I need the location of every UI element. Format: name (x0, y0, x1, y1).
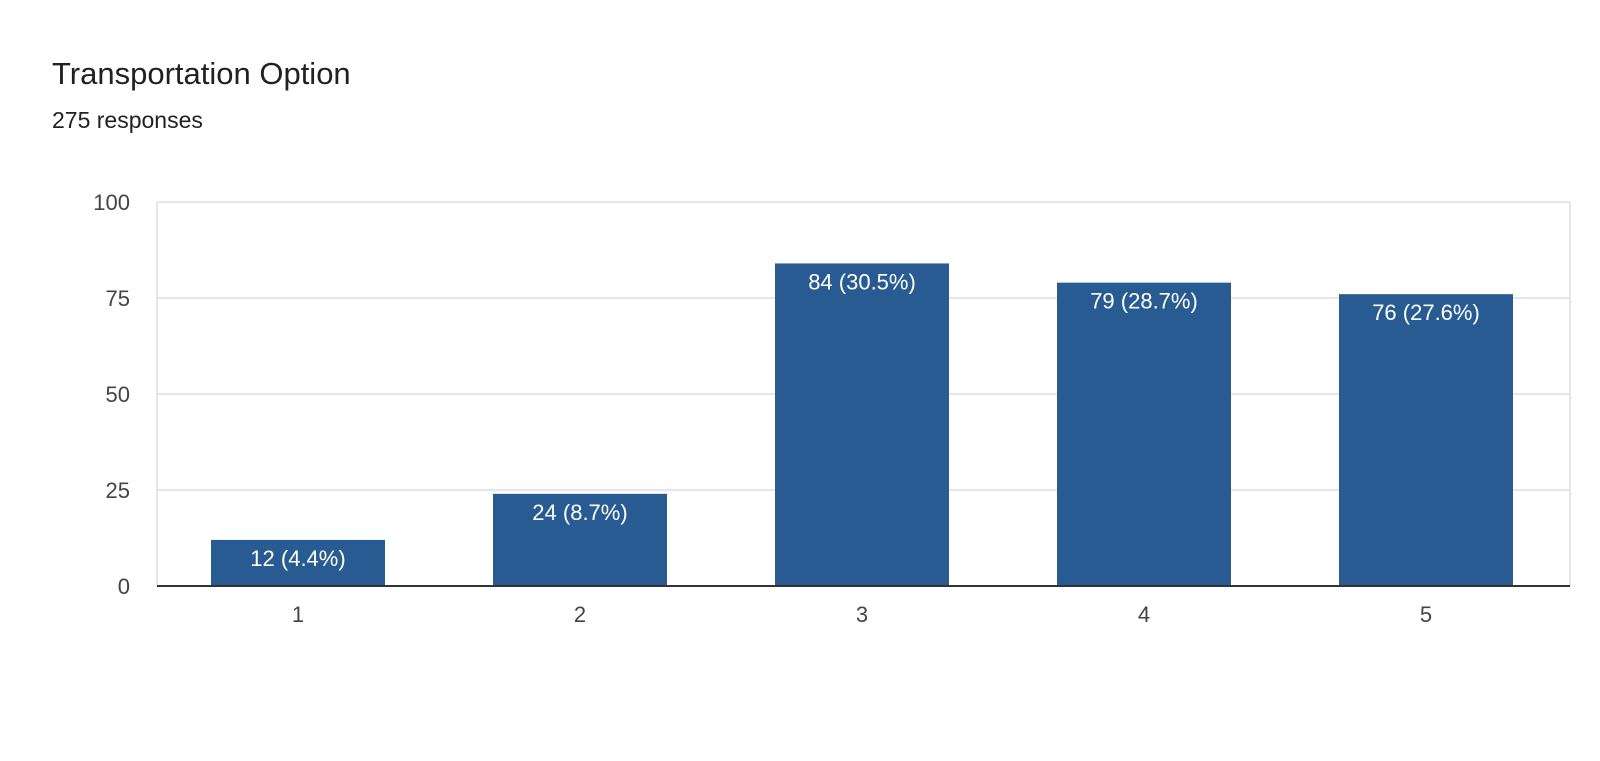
x-tick-label: 2 (574, 602, 586, 627)
y-tick-label: 75 (106, 286, 130, 311)
bar-data-label: 12 (4.4%) (250, 546, 345, 571)
y-tick-label: 50 (106, 382, 130, 407)
x-tick-label: 1 (292, 602, 304, 627)
bar (211, 539, 385, 586)
bar-data-label: 79 (28.7%) (1090, 289, 1198, 314)
bar-data-label: 84 (30.5%) (808, 269, 916, 294)
response-count: 275 responses (52, 107, 203, 133)
bar (1057, 282, 1231, 586)
y-tick-label: 0 (118, 574, 130, 599)
bar-data-label: 76 (27.6%) (1372, 300, 1480, 325)
x-tick-label: 4 (1138, 602, 1150, 627)
bar (775, 263, 949, 586)
bars (211, 263, 1513, 586)
y-tick-label: 100 (93, 190, 130, 215)
x-tick-label: 3 (856, 602, 868, 627)
chart-title: Transportation Option (52, 56, 351, 91)
data-labels: 12 (4.4%) 24 (8.7%) 84 (30.5%) 79 (28.7%) 76… (250, 269, 1480, 570)
bar (1339, 294, 1513, 586)
bar (493, 493, 667, 586)
bar-data-label: 24 (8.7%) (532, 500, 627, 525)
x-tick-label: 5 (1420, 602, 1432, 627)
y-tick-label: 25 (106, 478, 130, 503)
axes: 0 25 50 75 100 1 2 3 4 5 (93, 190, 1570, 627)
